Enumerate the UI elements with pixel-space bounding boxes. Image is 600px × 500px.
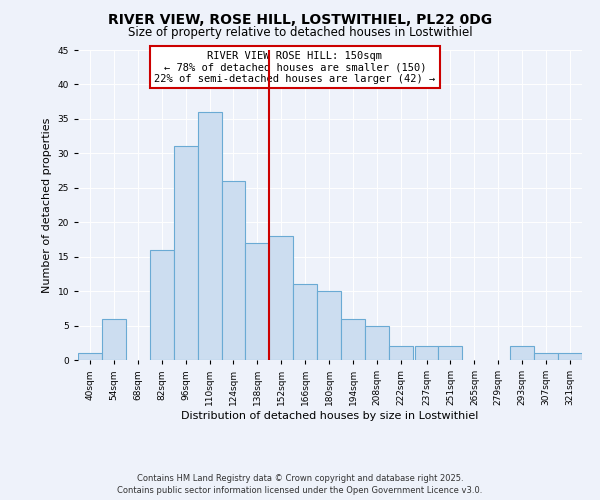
Bar xyxy=(150,250,173,360)
Bar xyxy=(415,346,439,360)
Bar xyxy=(317,291,341,360)
X-axis label: Distribution of detached houses by size in Lostwithiel: Distribution of detached houses by size … xyxy=(181,411,479,421)
Bar xyxy=(389,346,413,360)
Bar xyxy=(293,284,317,360)
Bar xyxy=(365,326,389,360)
Text: RIVER VIEW ROSE HILL: 150sqm
← 78% of detached houses are smaller (150)
22% of s: RIVER VIEW ROSE HILL: 150sqm ← 78% of de… xyxy=(154,50,436,84)
Bar xyxy=(269,236,293,360)
Bar xyxy=(221,181,245,360)
Bar xyxy=(197,112,221,360)
Bar xyxy=(102,318,126,360)
Bar xyxy=(341,318,365,360)
Bar xyxy=(534,353,558,360)
Bar xyxy=(173,146,197,360)
Bar xyxy=(439,346,463,360)
Bar xyxy=(510,346,534,360)
Bar xyxy=(245,243,269,360)
Text: RIVER VIEW, ROSE HILL, LOSTWITHIEL, PL22 0DG: RIVER VIEW, ROSE HILL, LOSTWITHIEL, PL22… xyxy=(108,12,492,26)
Bar xyxy=(78,353,102,360)
Text: Contains HM Land Registry data © Crown copyright and database right 2025.
Contai: Contains HM Land Registry data © Crown c… xyxy=(118,474,482,495)
Text: Size of property relative to detached houses in Lostwithiel: Size of property relative to detached ho… xyxy=(128,26,472,39)
Bar xyxy=(558,353,582,360)
Y-axis label: Number of detached properties: Number of detached properties xyxy=(42,118,52,292)
